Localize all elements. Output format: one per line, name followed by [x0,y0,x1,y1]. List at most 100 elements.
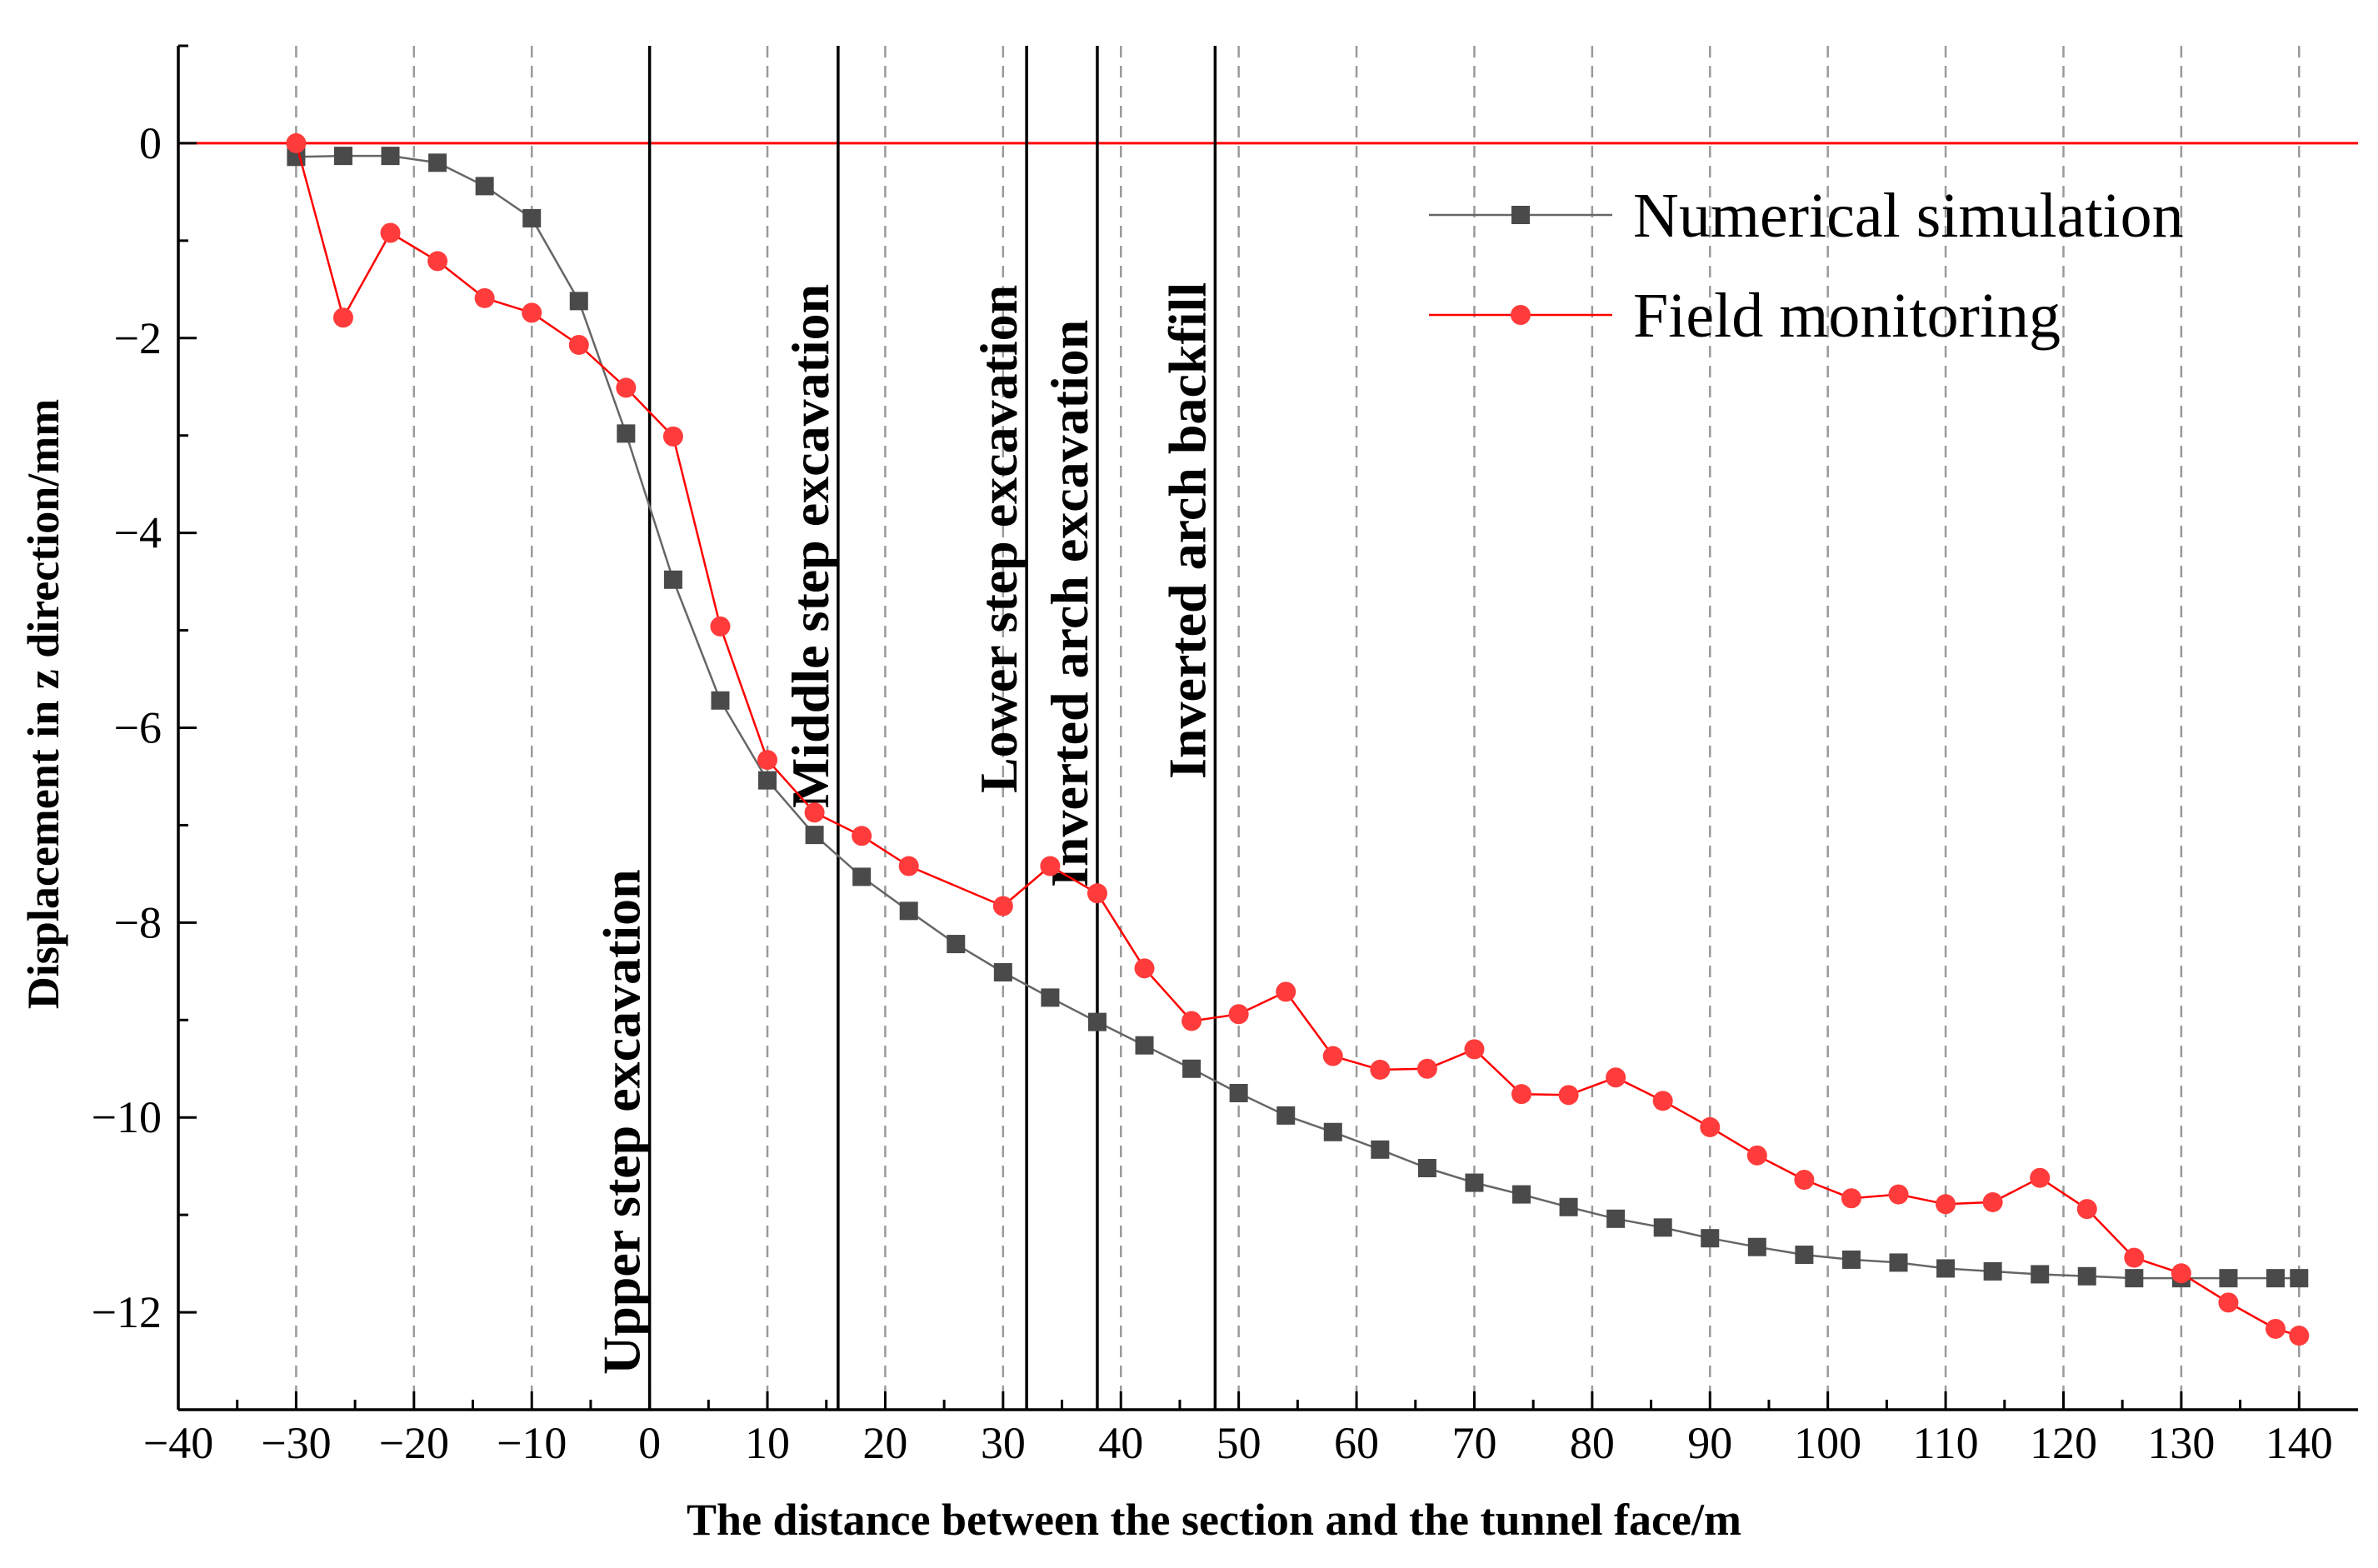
stage-lines: Upper step excavation Middle step excavat… [592,46,1216,1410]
field-point [757,750,778,771]
field-point [2289,1326,2310,1346]
sim-point [1276,1106,1296,1125]
field-point [1936,1194,1956,1215]
sim-point [1041,988,1060,1007]
sim-point [1701,1229,1720,1248]
sim-point [428,153,447,172]
field-point [522,302,542,323]
x-tick-label-12: 80 [1570,1418,1615,1468]
sim-point [758,771,777,790]
x-tick-label-16: 120 [2030,1418,2097,1468]
field-point [852,826,872,846]
legend-label-1: Field monitoring [1633,281,2061,351]
field-point [474,287,495,308]
field-point [1558,1085,1579,1106]
legend-marker-0 [1511,206,1530,224]
sim-point [333,147,352,166]
field-point [992,896,1013,916]
sim-point [475,177,494,196]
sim-point [1087,1012,1107,1031]
y-tick-label-5: −10 [92,1092,162,1142]
sim-point [1889,1253,1908,1272]
field-point [1746,1145,1767,1166]
sim-point [711,691,730,710]
x-tick-label-9: 50 [1216,1418,1261,1468]
field-point [1606,1067,1626,1088]
x-tick-label-10: 60 [1334,1418,1379,1468]
legend-marker-1 [1511,305,1531,325]
y-tick-label-3: −6 [114,703,162,753]
field-point [1982,1191,2003,1212]
x-tick-label-0: −40 [143,1418,213,1468]
field-point [1228,1004,1249,1025]
sim-point [2031,1265,2050,1284]
x-tick-label-14: 100 [1794,1418,1861,1468]
sim-point [1653,1218,1672,1237]
sim-point [663,570,682,589]
field-point [332,307,353,328]
field-point [568,334,589,355]
sim-point [381,147,400,166]
field-point [898,856,919,876]
field-point [662,426,683,447]
field-point [1134,958,1155,979]
field-point [1182,1011,1202,1031]
stage-label-4: Inverted arch backfill [1157,282,1216,779]
y-tick-label-4: −8 [114,897,162,947]
field-point [804,802,825,823]
stage-label-0: Upper step excavation [592,869,652,1375]
sim-point [1182,1059,1201,1078]
sim-point [2266,1269,2286,1288]
sim-point [1465,1173,1484,1192]
field-point [1276,981,1296,1002]
x-tick-label-6: 20 [862,1418,907,1468]
y-tick-label-6: −12 [92,1287,162,1337]
y-tick-label-0: 0 [139,118,162,168]
field-point [2076,1199,2097,1220]
sim-point [1936,1259,1956,1278]
sim-point [1323,1122,1342,1141]
sim-point [617,424,636,443]
sim-point [1371,1140,1390,1159]
x-tick-label-5: 10 [745,1418,790,1468]
axes: −40 −30 −20 −10 0 10 20 30 40 50 60 70 80 90 100 110 120… [92,44,2358,1468]
sim-point [2219,1269,2238,1288]
sim-point [2125,1269,2144,1288]
legend: Numerical simulation Field monitoring [1429,181,2184,351]
x-tick-label-18: 140 [2266,1418,2333,1468]
field-point [2124,1247,2145,1268]
sim-point [993,962,1012,981]
sim-point [1512,1185,1531,1204]
field-point [2218,1292,2239,1313]
field-point [1511,1084,1532,1105]
sim-point [2290,1269,2309,1288]
x-tick-label-1: −30 [261,1418,331,1468]
x-tick-label-7: 30 [981,1418,1026,1468]
x-tick-label-3: −10 [497,1418,567,1468]
field-point [2266,1318,2286,1339]
sim-point [805,826,824,845]
field-point [1841,1188,1861,1209]
x-tick-label-15: 110 [1913,1418,1979,1468]
field-point [616,377,637,398]
stage-label-3: Inverted arch excavation [1040,320,1099,887]
y-tick-label-2: −4 [114,508,162,558]
field-point [1700,1116,1721,1137]
y-axis-title: Displacement in z direction/mm [18,399,68,1009]
sim-point [1229,1083,1248,1102]
field-point [710,616,731,637]
sim-point [1747,1237,1766,1256]
x-tick-label-2: −20 [379,1418,449,1468]
field-point [2171,1263,2191,1284]
field-point [286,132,307,153]
sim-point [1795,1246,1814,1265]
field-point [2030,1167,2051,1188]
y-tick-label-1: −2 [114,313,162,363]
sim-point [1559,1197,1578,1216]
sim-point [1135,1036,1154,1055]
x-tick-label-11: 70 [1451,1418,1496,1468]
sim-point [1983,1261,2002,1281]
